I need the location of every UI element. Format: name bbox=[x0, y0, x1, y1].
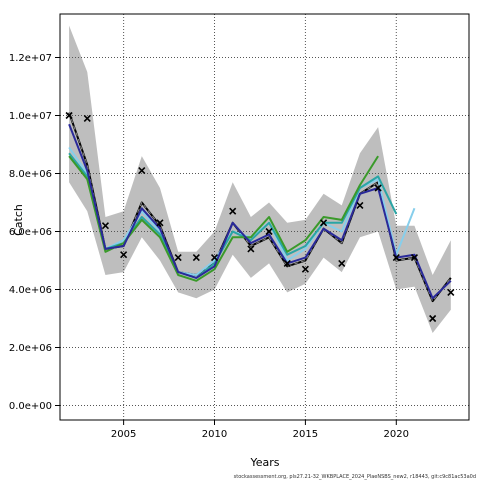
observed-point-2006 bbox=[138, 167, 146, 175]
grid-layer bbox=[60, 14, 469, 420]
observed-point-2007 bbox=[156, 219, 164, 227]
footnote: stockassessment.org, pls27.21-32_WKBPLAC… bbox=[234, 474, 476, 480]
observed-point-2015 bbox=[301, 265, 309, 273]
observed-point-2013 bbox=[265, 227, 273, 236]
observed-point-2016 bbox=[320, 219, 328, 227]
plot-frame bbox=[59, 13, 470, 421]
observed-point-2002 bbox=[65, 111, 73, 120]
observed-point-2019 bbox=[374, 184, 382, 192]
series-line-4 bbox=[68, 155, 379, 282]
observed-point-2020 bbox=[392, 254, 400, 262]
observed-point-2011 bbox=[229, 207, 237, 215]
y-axis-title: Catch bbox=[12, 204, 25, 236]
observed-point-2014 bbox=[283, 259, 291, 267]
observed-point-2023 bbox=[447, 288, 455, 296]
observed-point-2017 bbox=[338, 259, 346, 267]
observed-point-2003 bbox=[83, 114, 91, 122]
confidence-band bbox=[69, 25, 451, 333]
y-tick-label-6: 1.2e+07 bbox=[9, 53, 52, 64]
y-tick-label-3: 6.0e+06 bbox=[9, 227, 52, 238]
observed-point-2004 bbox=[101, 222, 110, 230]
x-tick-label-2015: 2015 bbox=[293, 429, 318, 440]
observed-point-2018 bbox=[356, 201, 364, 209]
observed-marker-layer bbox=[65, 111, 455, 323]
y-tick-label-5: 1.0e+07 bbox=[9, 111, 52, 122]
x-axis-title: Years bbox=[249, 456, 279, 469]
confidence-band-layer bbox=[69, 25, 451, 333]
y-tick-label-4: 8.0e+06 bbox=[9, 169, 52, 180]
x-tick-label-2010: 2010 bbox=[202, 429, 227, 440]
observed-point-2009 bbox=[192, 254, 200, 262]
axis-layer: 2005 2010 2015 2020 0.0e+00 2.0e+06 4.0e+06 6.0… bbox=[9, 53, 409, 440]
observed-point-2012 bbox=[247, 245, 255, 253]
y-tick-label-0: 0.0e+00 bbox=[9, 401, 52, 412]
observed-point-2022 bbox=[429, 314, 437, 323]
observed-point-2010 bbox=[210, 254, 219, 262]
x-tick-label-2020: 2020 bbox=[384, 429, 409, 440]
y-tick-label-1: 2.0e+06 bbox=[9, 343, 52, 354]
observed-point-2005 bbox=[120, 251, 128, 259]
observed-point-2021 bbox=[410, 254, 419, 262]
series-line-5 bbox=[68, 123, 452, 300]
series-layer bbox=[68, 112, 452, 303]
x-tick-label-2005: 2005 bbox=[111, 429, 136, 440]
y-tick-label-2: 4.0e+06 bbox=[9, 285, 52, 296]
observed-point-2008 bbox=[174, 254, 182, 262]
